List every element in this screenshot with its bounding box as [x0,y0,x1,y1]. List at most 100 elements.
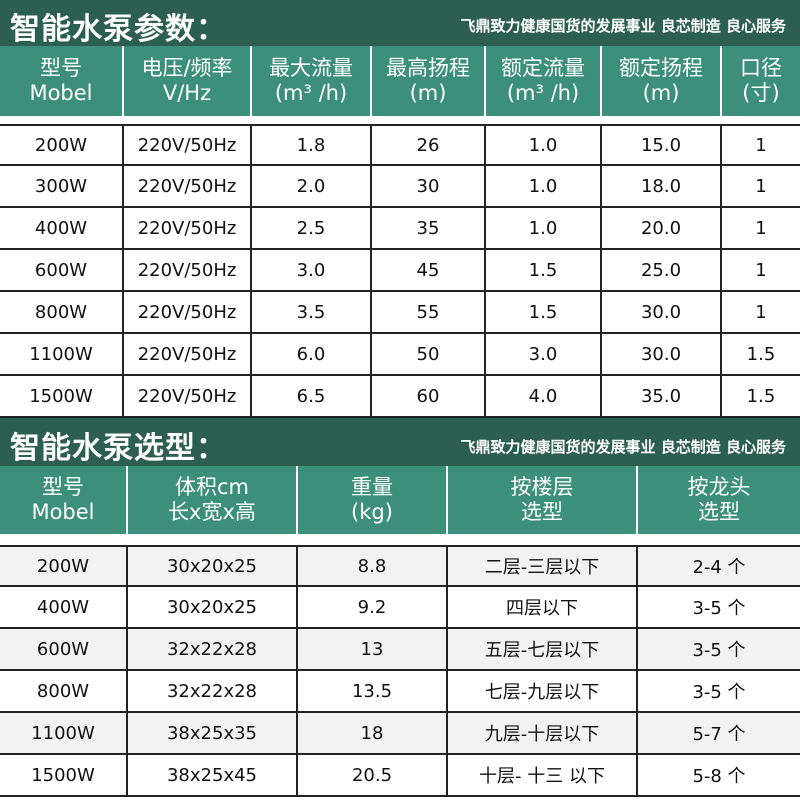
spec-title: 智能水泵参数： [10,12,227,47]
table-cell: 400W [0,208,124,248]
header-label: 口径 [740,55,782,80]
header-cell: 重量 (kg) [298,466,448,534]
header-cell: 最高扬程 (m) [372,46,486,116]
table-cell: 600W [0,250,124,290]
table-cell: 九层-十层以下 [448,713,638,753]
table-cell: 二层-三层以下 [448,547,638,585]
table-cell: 800W [0,292,124,332]
table-row: 400W 30x20x25 9.2 四层以下 3-5 个 [0,587,800,629]
table-cell: 1 [755,301,767,323]
header-label: (m) [409,81,447,105]
table-cell: 1 [755,217,767,239]
selection-slogan: 飞鼎致力健康国货的发展事业 良芯制造 良心服务 [460,438,786,456]
table-cell: 8.8 [298,547,448,585]
table-row: 400W 220V/50Hz 2.5 35 1.0 20.0 1 [0,208,800,250]
table-cell: 800W [0,671,128,711]
table-cell: 3.5 [252,292,372,332]
table-cell: 30x20x25 [128,587,298,627]
table-cell: 18 [298,713,448,753]
table-cell: 3.0 [252,250,372,290]
table-cell: 35 [372,208,486,248]
table-cell: 1500W [0,376,124,416]
selection-table-header: 型号 Mobel 体积cm 长x宽x高 重量 (kg) 按楼层 选型 按龙头 选型 [0,466,800,534]
table-cell: 38x25x35 [128,713,298,753]
table-cell: 30.0 [602,334,722,374]
header-label: 按龙头 [687,474,751,499]
header-label: 型号 [42,474,84,499]
table-cell: 1.5 [486,292,602,332]
header-label: Mobel [29,81,93,105]
header-label: (m) [642,81,680,105]
table-row: 1100W 220V/50Hz 6.0 50 3.0 30.0 1.5 [0,334,800,376]
table-row: 1500W 38x25x45 20.5 十层- 十三 以下 5-8 个 [0,755,800,797]
header-label: 长x宽x高 [168,500,256,524]
table-cell: 6.5 [252,376,372,416]
header-label: (m³ /h) [274,81,348,105]
table-cell: 1.8 [252,126,372,164]
header-cell: 按楼层 选型 [448,466,638,534]
table-cell: 220V/50Hz [124,376,252,416]
table-cell: 30 [372,166,486,206]
table-cell: 25.0 [602,250,722,290]
header-label: 选型 [698,500,740,524]
spec-banner: 智能水泵参数： 飞鼎致力健康国货的发展事业 良芯制造 良心服务 [0,0,800,47]
table-cell: 2.0 [252,166,372,206]
header-label: Mobel [31,500,95,524]
table-cell: 38x25x45 [128,755,298,795]
table-cell: 20.5 [298,755,448,795]
table-cell: 1 [755,175,767,197]
header-label: 最大流量 [269,55,353,80]
table-cell: 45 [372,250,486,290]
table-row: 600W 32x22x28 13 五层-七层以下 3-5 个 [0,629,800,671]
table-cell: 七层-九层以下 [448,671,638,711]
header-cell: 电压/频率 V/Hz [124,46,252,116]
table-cell: 十层- 十三 以下 [448,755,638,795]
header-label: 额定扬程 [619,55,703,80]
table-cell: 13.5 [298,671,448,711]
table-cell: 1.0 [486,166,602,206]
table-cell: 30.0 [602,292,722,332]
table-cell: 220V/50Hz [124,250,252,290]
header-label: 额定流量 [501,55,585,80]
table-cell: 四层以下 [448,587,638,627]
table-row: 1500W 220V/50Hz 6.5 60 4.0 35.0 1.5 [0,376,800,418]
table-cell: 60 [372,376,486,416]
table-cell: 220V/50Hz [124,208,252,248]
table-cell: 35.0 [602,376,722,416]
header-label: 最高扬程 [386,55,470,80]
header-cell: 体积cm 长x宽x高 [128,466,298,534]
header-cell: 按龙头 选型 [638,466,800,534]
table-cell: 3-5 个 [692,598,746,619]
header-label: 按楼层 [510,474,574,499]
header-cell: 额定扬程 (m) [602,46,722,116]
header-cell: 型号 Mobel [0,466,128,534]
header-label: 型号 [40,55,82,80]
spec-slogan: 飞鼎致力健康国货的发展事业 良芯制造 良心服务 [460,17,786,35]
table-cell: 五层-七层以下 [448,629,638,669]
table-cell: 3-5 个 [692,682,746,703]
table-cell: 5-7 个 [692,724,746,745]
header-label: V/Hz [162,81,212,105]
table-cell: 50 [372,334,486,374]
table-cell: 5-8 个 [692,766,746,787]
table-row: 300W 220V/50Hz 2.0 30 1.0 18.0 1 [0,166,800,208]
table-cell: 2.5 [252,208,372,248]
table-cell: 13 [298,629,448,669]
table-cell: 220V/50Hz [124,166,252,206]
table-cell: 1.5 [746,343,776,365]
header-label: 体积cm [174,474,249,499]
table-cell: 300W [0,166,124,206]
table-cell: 15.0 [602,126,722,164]
table-cell: 600W [0,629,128,669]
table-row: 200W 220V/50Hz 1.8 26 1.0 15.0 1 [0,124,800,166]
table-cell: 1 [755,259,767,281]
table-cell: 1.0 [486,208,602,248]
header-cell: 型号 Mobel [0,46,124,116]
table-cell: 32x22x28 [128,629,298,669]
table-cell: 3.0 [486,334,602,374]
header-label: 选型 [521,500,563,524]
selection-title: 智能水泵选型： [10,431,227,466]
table-cell: 1.5 [486,250,602,290]
header-label: (m³ /h) [506,81,580,105]
table-cell: 2-4 个 [692,557,746,578]
